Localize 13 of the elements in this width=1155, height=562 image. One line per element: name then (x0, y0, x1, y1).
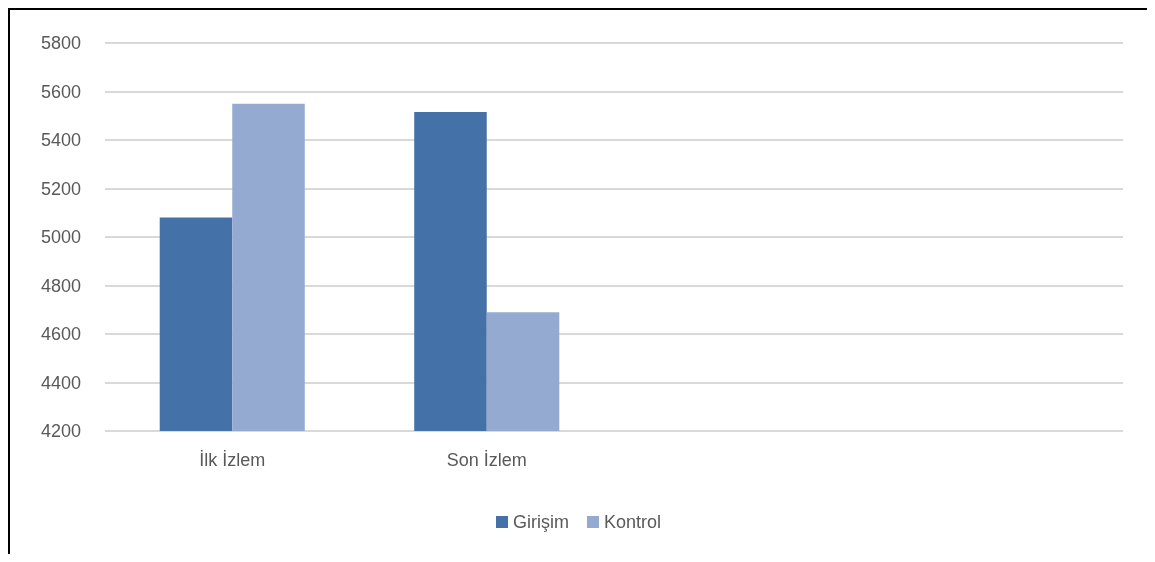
y-tick-label: 4200 (40, 421, 81, 441)
x-tick-label: İlk İzlem (199, 450, 266, 470)
y-tick-label: 5000 (40, 227, 81, 247)
x-tick-label: Son İzlem (446, 450, 527, 470)
y-tick-label: 5200 (40, 178, 81, 199)
y-tick-label: 4600 (40, 324, 81, 344)
y-tick-label: 5800 (40, 33, 81, 53)
y-tick-label: 5600 (40, 81, 81, 102)
y-tick-label: 5400 (40, 130, 81, 150)
legend-label: Girişim (512, 512, 569, 532)
legend-label: Kontrol (603, 512, 662, 532)
y-tick-label: 4400 (40, 372, 81, 393)
y-tick-label: 4800 (40, 275, 81, 296)
